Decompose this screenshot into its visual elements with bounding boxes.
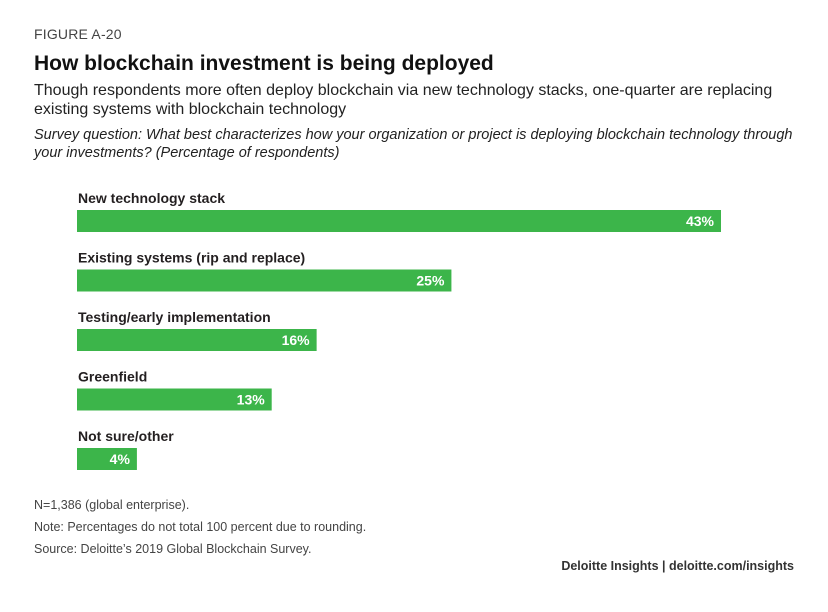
category-label: Existing systems (rip and replace) [78, 250, 305, 266]
footer-credit: Deloitte Insights | deloitte.com/insight… [561, 559, 794, 573]
source-note: Source: Deloitte’s 2019 Global Blockchai… [34, 542, 312, 556]
data-label: 4% [110, 451, 131, 467]
bar [77, 329, 317, 351]
chart-notes: N=1,386 (global enterprise). Note: Perce… [34, 494, 366, 560]
data-label: 16% [282, 332, 311, 348]
category-label: Greenfield [78, 369, 147, 385]
chart-subtitle: Though respondents more often deploy blo… [34, 82, 773, 118]
bar [77, 269, 452, 292]
bar-chart: New technology stack 43% Existing systems … [77, 190, 721, 470]
category-label: Testing/early implementation [78, 309, 271, 325]
bar [77, 388, 272, 411]
category-label: New technology stack [78, 190, 225, 206]
rounding-note: Note: Percentages do not total 100 perce… [34, 520, 367, 534]
data-label: 25% [416, 273, 445, 289]
category-label: Not sure/other [78, 428, 174, 444]
sample-size-note: N=1,386 (global enterprise). [34, 498, 190, 512]
figure-label: FIGURE A-20 [34, 26, 122, 42]
survey-question: Survey question: What best characterizes… [34, 127, 793, 161]
bar [77, 448, 137, 470]
data-label: 43% [686, 213, 715, 229]
bar [77, 210, 721, 232]
data-label: 13% [237, 392, 266, 408]
chart-title: How blockchain investment is being deplo… [34, 52, 494, 75]
